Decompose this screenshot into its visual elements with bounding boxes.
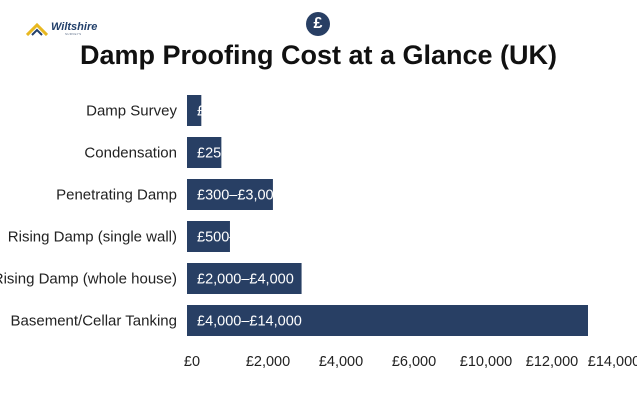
x-tick-label: £2,000 [246, 354, 290, 370]
chart-title: Damp Proofing Cost at a Glance (UK) [79, 40, 558, 70]
x-tick-label: £0 [184, 354, 200, 370]
bar-value-label: £250–£1,200 [197, 146, 282, 162]
category-label: Basement/Cellar Tanking [11, 313, 177, 330]
x-tick-label: £10,000 [460, 354, 512, 370]
category-label: Condensation [84, 145, 177, 162]
category-label: Damp Survey [86, 103, 177, 120]
category-label: Penetrating Damp [56, 187, 177, 204]
x-tick-label: £6,000 [392, 354, 436, 370]
category-label: Rising Damp (whole house) [0, 271, 177, 288]
bar-value-label: £4,000–£14,000 [197, 314, 302, 330]
x-tick-label: £12,000 [526, 354, 578, 370]
bar [187, 263, 302, 294]
bar-value-label: £300–£3,000+ [197, 188, 290, 204]
bar-value-label: £150–£500 [197, 104, 270, 120]
bar [187, 305, 588, 336]
pound-sign-icon: £ [306, 12, 330, 36]
category-label: Rising Damp (single wall) [8, 229, 177, 246]
bar [187, 137, 222, 168]
bar-value-label: £2,000–£4,000 [197, 272, 294, 288]
brand-tagline: SURVEYS [65, 32, 82, 36]
bar [187, 221, 230, 252]
brand-logo: Wiltshire SURVEYS [26, 22, 97, 36]
x-tick-label: £14,000 [588, 354, 637, 370]
brand-name: Wiltshire [51, 21, 98, 33]
bar-value-label: £500–£1,200 [197, 230, 282, 246]
x-tick-label: £4,000 [319, 354, 363, 370]
roof-logo-icon [26, 22, 48, 36]
bar [187, 179, 273, 210]
bar [187, 95, 202, 126]
